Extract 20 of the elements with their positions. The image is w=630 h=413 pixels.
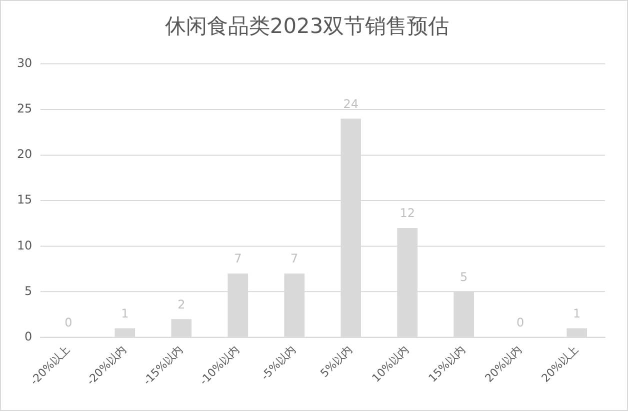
data-label: 1 xyxy=(121,306,129,320)
x-tick-label: -5%以内 xyxy=(258,342,298,383)
y-tick-label: 30 xyxy=(16,56,32,70)
y-tick-label: 20 xyxy=(16,147,32,162)
y-tick-label: 25 xyxy=(16,102,32,116)
data-label: 0 xyxy=(516,316,524,330)
data-label: 12 xyxy=(400,206,415,220)
y-tick-label: 0 xyxy=(24,329,32,344)
data-label: 1 xyxy=(573,306,581,320)
chart-title: 休闲食品类2023双节销售预估 xyxy=(164,14,450,38)
y-tick-label: 5 xyxy=(24,284,32,298)
y-tick-label: 10 xyxy=(16,238,32,252)
x-tick-label: 5%以内 xyxy=(318,342,355,380)
data-label: 2 xyxy=(178,297,186,312)
y-tick-label: 15 xyxy=(16,192,32,207)
data-label: 5 xyxy=(460,270,468,284)
data-label: 0 xyxy=(64,316,72,330)
data-label: 24 xyxy=(343,96,358,111)
data-label: 7 xyxy=(290,252,298,266)
data-label: 7 xyxy=(234,252,242,266)
